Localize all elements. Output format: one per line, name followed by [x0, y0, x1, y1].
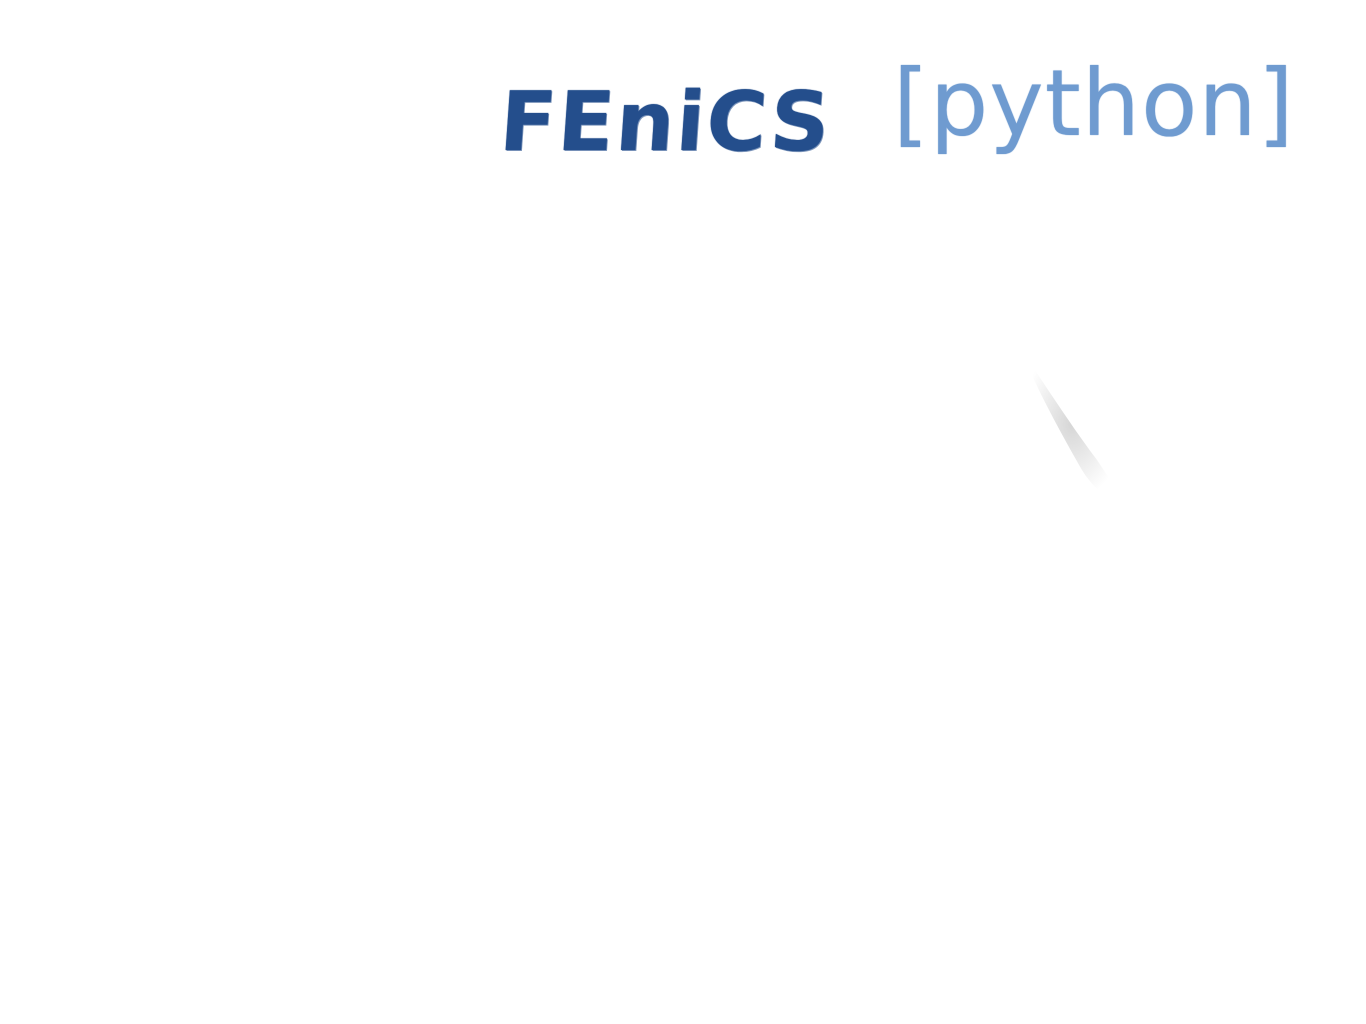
fenics-handwritten-text: FEniCS [497, 82, 834, 164]
python-handwritten-text: [python] [893, 58, 1295, 150]
eraser-smudge [1012, 340, 1132, 510]
